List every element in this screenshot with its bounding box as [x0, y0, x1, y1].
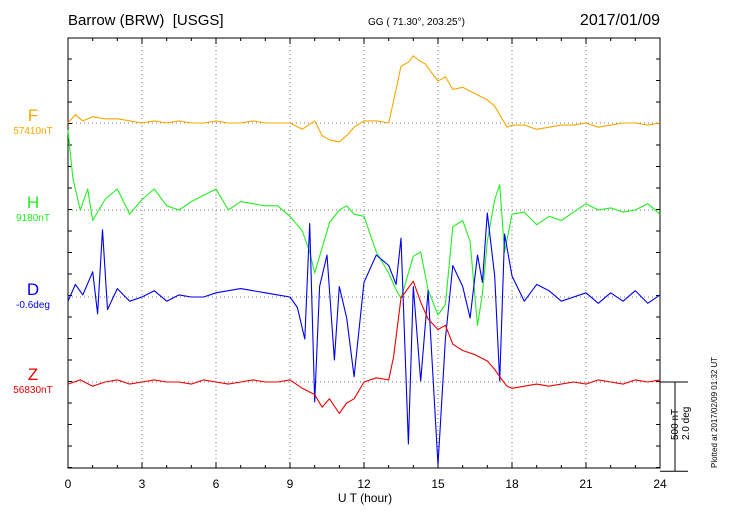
series-name: F	[27, 106, 39, 125]
series-baseline: 9180nT	[16, 213, 50, 224]
series-name: H	[26, 193, 40, 212]
x-tick-label: 21	[579, 477, 593, 491]
x-tick-label: 6	[212, 477, 220, 491]
series-h-line	[67, 130, 661, 327]
chart-date: 2017/01/09	[579, 12, 660, 29]
series-z-line	[67, 280, 661, 415]
series-name: D	[26, 280, 40, 299]
series-baseline: 56830nT	[13, 385, 53, 396]
series-d-line	[67, 212, 661, 466]
series-f-line	[67, 55, 661, 143]
scale-bar-label: 500 nT 2.0 deg	[670, 407, 692, 440]
x-axis-label: U T (hour)	[337, 491, 393, 505]
x-tick-label: 15	[431, 477, 445, 491]
x-tick-label: 0	[64, 477, 72, 491]
series-name: Z	[27, 365, 39, 384]
x-tick-label: 24	[653, 477, 667, 491]
component-label-h: H 9180nT	[0, 193, 66, 224]
component-label-d: D -0.6deg	[0, 280, 66, 311]
scale-deg-label: 2.0 deg	[681, 406, 692, 440]
series-baseline: -0.6deg	[16, 300, 50, 311]
x-tick-label: 9	[286, 477, 294, 491]
series-baseline: 57410nT	[13, 126, 53, 137]
plotted-timestamp: Plotted at 2017/02/09 01:32 UT	[710, 356, 719, 468]
component-label-f: F 57410nT	[0, 106, 66, 137]
scale-nt-label: 500 nT	[670, 408, 681, 440]
x-tick-label: 3	[138, 477, 146, 491]
x-tick-label: 18	[505, 477, 519, 491]
component-label-z: Z 56830nT	[0, 365, 66, 396]
x-tick-label: 12	[357, 477, 371, 491]
station-coordinates: GG ( 71.30°, 203.25°)	[368, 17, 465, 28]
chart-title: Barrow (BRW) [USGS]	[68, 12, 224, 29]
